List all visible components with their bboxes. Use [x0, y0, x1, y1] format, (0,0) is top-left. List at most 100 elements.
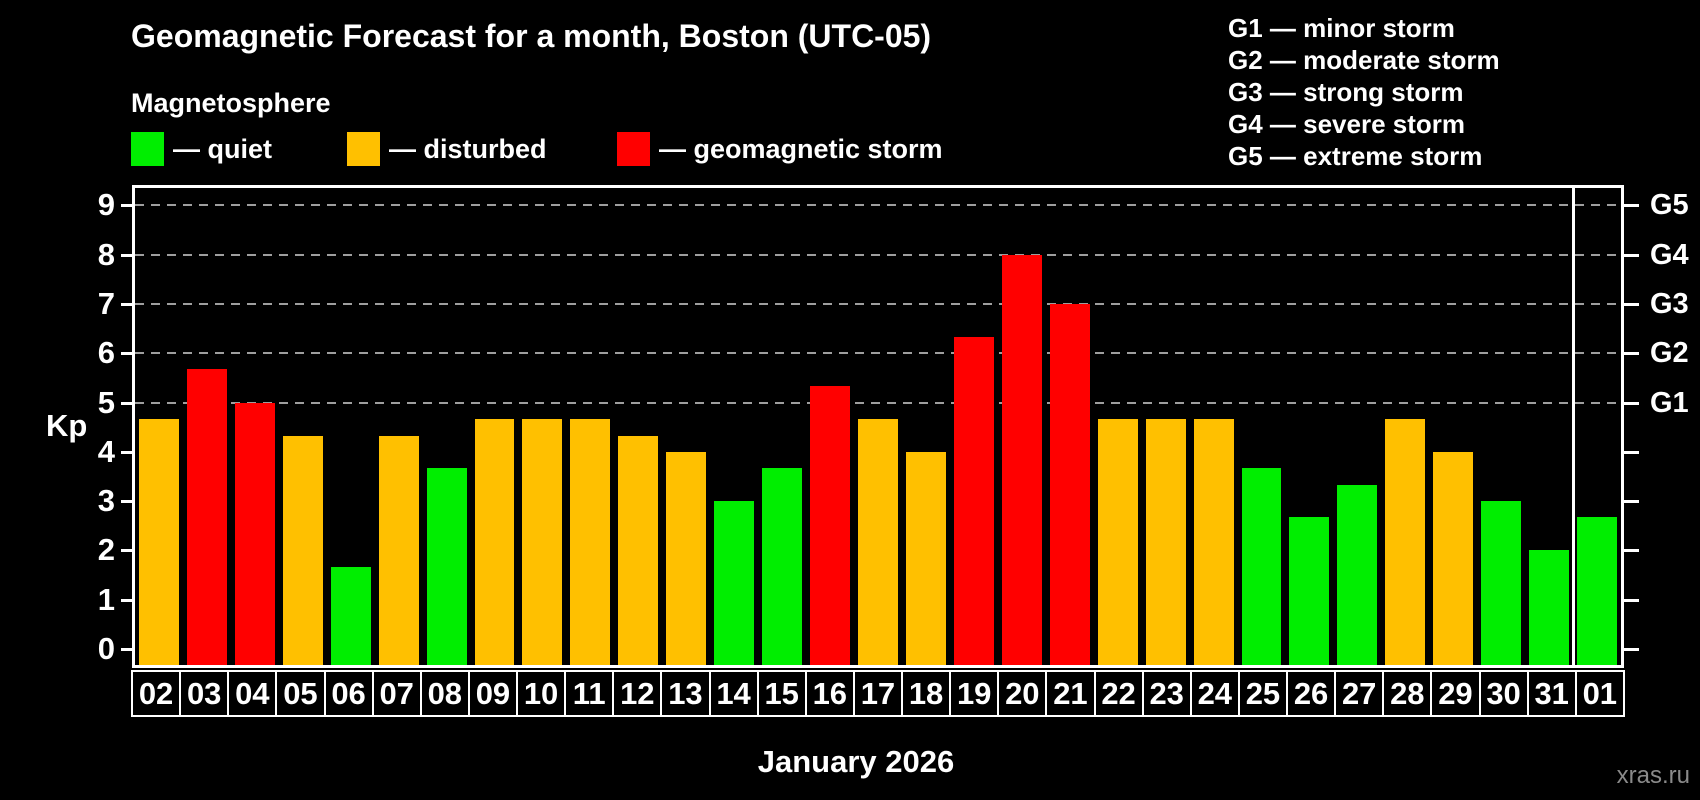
- disturbed-color-swatch: [347, 132, 380, 166]
- quiet-color-swatch: [131, 132, 164, 166]
- g-level-label-g2: G2: [1650, 337, 1689, 370]
- kp-bar-day-15: [762, 468, 803, 665]
- legend-item-quiet: — quiet: [131, 132, 272, 166]
- day-label-cell-02: 02: [131, 670, 182, 717]
- y-tick-left-6: [121, 352, 132, 356]
- kp-bar-day-14: [714, 501, 755, 665]
- day-label-cell-10: 10: [516, 670, 567, 717]
- kp-bar-day-13: [666, 451, 707, 665]
- watermark: xras.ru: [1616, 762, 1690, 789]
- kp-bar-day-18: [905, 451, 946, 665]
- day-label-cell-03: 03: [179, 670, 230, 717]
- y-tick-left-4: [121, 450, 132, 454]
- kp-bar-day-09: [474, 418, 515, 665]
- legend-label: — quiet: [173, 134, 272, 164]
- day-label-cell-20: 20: [997, 670, 1048, 717]
- day-label-cell-11: 11: [564, 670, 615, 717]
- kp-bar-day-04: [234, 402, 275, 665]
- day-label-cell-07: 07: [371, 670, 422, 717]
- day-label-cell-09: 09: [467, 670, 518, 717]
- g1-legend-line: G1 — minor storm: [1228, 13, 1455, 43]
- y-tick-label-9: 9: [97, 187, 115, 223]
- kp-bar-day-16: [810, 386, 851, 665]
- legend-label: — geomagnetic storm: [659, 134, 943, 164]
- kp-bar-day-21: [1049, 303, 1090, 665]
- day-label-cell-04: 04: [227, 670, 278, 717]
- y-tick-right-3: [1624, 500, 1639, 504]
- storm-color-swatch: [617, 132, 650, 166]
- magnetosphere-label: Magnetosphere: [131, 88, 331, 118]
- kp-bar-day-24: [1193, 418, 1234, 665]
- g-level-label-g5: G5: [1650, 189, 1689, 222]
- g-level-label-g3: G3: [1650, 287, 1689, 320]
- kp-bar-day-02: [139, 418, 179, 665]
- y-tick-right-4: [1624, 450, 1639, 454]
- y-tick-right-1: [1624, 598, 1639, 602]
- day-label-cell-06: 06: [323, 670, 374, 717]
- g-level-label-g4: G4: [1650, 238, 1689, 271]
- day-label-cell-01: 01: [1574, 670, 1625, 717]
- gridline-kp8: [135, 253, 1621, 256]
- kp-bar-day-17: [858, 418, 898, 665]
- y-tick-left-3: [121, 500, 132, 504]
- kp-bar-day-05: [282, 435, 323, 665]
- kp-bar-day-31: [1529, 550, 1570, 665]
- day-label-cell-18: 18: [901, 670, 952, 717]
- day-label-cell-30: 30: [1478, 670, 1529, 717]
- kp-bar-day-11: [570, 418, 611, 665]
- y-tick-label-2: 2: [97, 532, 115, 568]
- day-label-cell-16: 16: [804, 670, 855, 717]
- y-tick-left-8: [121, 253, 132, 257]
- g3-legend-line: G3 — strong storm: [1228, 77, 1464, 107]
- y-tick-right-7: [1624, 302, 1639, 306]
- day-label-cell-22: 22: [1093, 670, 1144, 717]
- day-label-cell-27: 27: [1334, 670, 1385, 717]
- y-tick-label-6: 6: [97, 335, 115, 371]
- y-tick-label-8: 8: [97, 236, 115, 272]
- legend-item-disturbed: — disturbed: [347, 132, 547, 166]
- g2-legend-line: G2 — moderate storm: [1228, 45, 1500, 75]
- y-tick-right-9: [1624, 204, 1639, 208]
- kp-bar-day-28: [1385, 418, 1426, 665]
- y-tick-left-0: [121, 648, 132, 651]
- x-axis-title: January 2026: [757, 744, 955, 779]
- y-axis-title: Kp: [46, 408, 88, 444]
- y-tick-left-7: [121, 302, 132, 306]
- y-tick-left-1: [121, 598, 132, 602]
- kp-bar-day-12: [618, 435, 659, 665]
- kp-bar-day-01: [1577, 517, 1617, 665]
- y-tick-left-9: [121, 204, 132, 208]
- kp-bar-day-03: [186, 369, 227, 665]
- day-label-cell-23: 23: [1141, 670, 1192, 717]
- plot-area: [132, 185, 1624, 668]
- y-tick-right-0: [1624, 648, 1639, 651]
- day-label-cell-29: 29: [1430, 670, 1481, 717]
- legend-item-storm: — geomagnetic storm: [617, 132, 943, 166]
- day-label-cell-26: 26: [1286, 670, 1337, 717]
- kp-bar-day-06: [330, 566, 371, 665]
- y-tick-right-2: [1624, 549, 1639, 553]
- y-tick-right-5: [1624, 401, 1639, 405]
- y-tick-label-3: 3: [97, 483, 115, 519]
- kp-bar-day-19: [953, 336, 994, 665]
- g5-legend-line: G5 — extreme storm: [1228, 141, 1483, 171]
- day-label-cell-28: 28: [1382, 670, 1433, 717]
- kp-bar-day-20: [1001, 254, 1042, 665]
- kp-bar-day-23: [1145, 418, 1186, 665]
- day-label-cell-12: 12: [612, 670, 663, 717]
- day-label-cell-17: 17: [852, 670, 903, 717]
- kp-bar-day-22: [1097, 418, 1138, 665]
- kp-bar-day-10: [522, 418, 563, 665]
- legend-label: — disturbed: [389, 134, 547, 164]
- day-label-cell-13: 13: [660, 670, 711, 717]
- kp-bar-day-29: [1433, 451, 1474, 665]
- day-label-cell-25: 25: [1237, 670, 1288, 717]
- y-tick-right-8: [1624, 253, 1639, 257]
- gridline-kp9: [135, 204, 1621, 207]
- y-tick-label-7: 7: [97, 285, 115, 321]
- kp-bar-day-25: [1241, 468, 1282, 665]
- g-level-label-g1: G1: [1650, 386, 1689, 419]
- kp-bar-day-27: [1337, 484, 1378, 665]
- day-label-cell-24: 24: [1189, 670, 1240, 717]
- day-label-cell-21: 21: [1045, 670, 1096, 717]
